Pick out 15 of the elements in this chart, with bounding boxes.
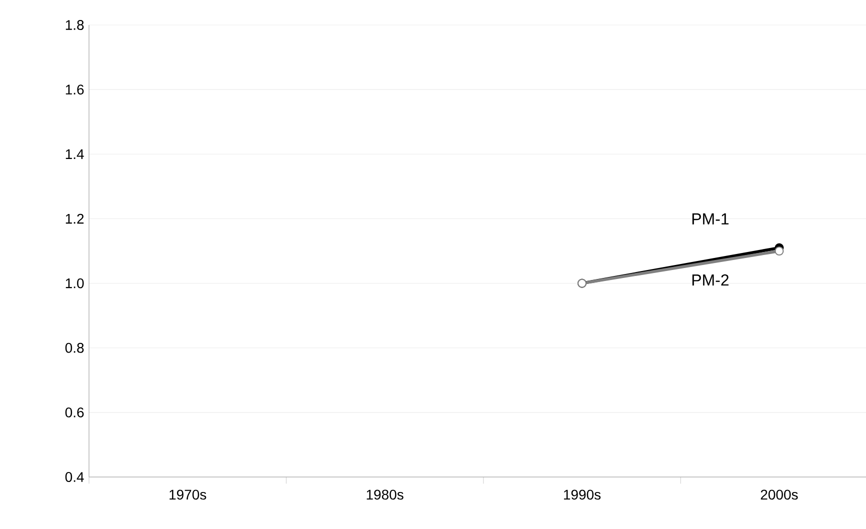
x-tick-label: 1980s bbox=[366, 490, 404, 500]
x-tick-label: 1990s bbox=[564, 490, 601, 500]
point bbox=[774, 246, 784, 256]
y-tick-label: 0.8 bbox=[65, 342, 84, 353]
y-tick-label: 1.6 bbox=[66, 84, 84, 95]
series-label: PM-2 bbox=[692, 274, 729, 286]
series-label: PM-1 bbox=[692, 213, 729, 224]
y-tick-label: 0.4 bbox=[65, 472, 84, 482]
x-tick-label: 2000s bbox=[760, 490, 798, 500]
y-tick-label: 1.0 bbox=[66, 278, 84, 288]
x-tick-label: 1970s bbox=[170, 490, 206, 500]
y-tick-label: 1.2 bbox=[66, 214, 84, 224]
y-tick-label: 1.8 bbox=[66, 20, 84, 30]
y-tick-label: 1.4 bbox=[66, 149, 84, 159]
y-tick-label: 0.6 bbox=[65, 407, 84, 418]
